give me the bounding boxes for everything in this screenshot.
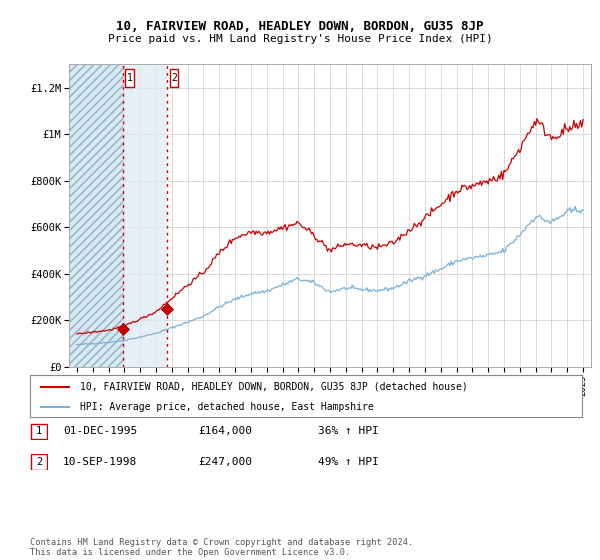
Text: 36% ↑ HPI: 36% ↑ HPI (318, 426, 379, 436)
Text: 49% ↑ HPI: 49% ↑ HPI (318, 457, 379, 467)
Text: 10-SEP-1998: 10-SEP-1998 (63, 457, 137, 467)
Bar (123, 64, 167, 367)
FancyBboxPatch shape (31, 455, 47, 469)
Text: 1: 1 (127, 73, 133, 83)
Text: £164,000: £164,000 (198, 426, 252, 436)
Text: Price paid vs. HM Land Registry's House Price Index (HPI): Price paid vs. HM Land Registry's House … (107, 34, 493, 44)
FancyBboxPatch shape (31, 424, 47, 439)
Text: 01-DEC-1995: 01-DEC-1995 (63, 426, 137, 436)
Text: £247,000: £247,000 (198, 457, 252, 467)
Text: 2: 2 (36, 457, 42, 467)
Bar (69, 64, 123, 367)
Text: HPI: Average price, detached house, East Hampshire: HPI: Average price, detached house, East… (80, 402, 373, 412)
Text: 1: 1 (36, 426, 42, 436)
Text: 10, FAIRVIEW ROAD, HEADLEY DOWN, BORDON, GU35 8JP (detached house): 10, FAIRVIEW ROAD, HEADLEY DOWN, BORDON,… (80, 382, 467, 392)
Text: 2: 2 (171, 73, 177, 83)
FancyBboxPatch shape (125, 69, 134, 87)
Text: Contains HM Land Registry data © Crown copyright and database right 2024.
This d: Contains HM Land Registry data © Crown c… (30, 538, 413, 557)
Text: 10, FAIRVIEW ROAD, HEADLEY DOWN, BORDON, GU35 8JP: 10, FAIRVIEW ROAD, HEADLEY DOWN, BORDON,… (116, 20, 484, 32)
FancyBboxPatch shape (170, 69, 178, 87)
Bar (69, 64, 123, 367)
